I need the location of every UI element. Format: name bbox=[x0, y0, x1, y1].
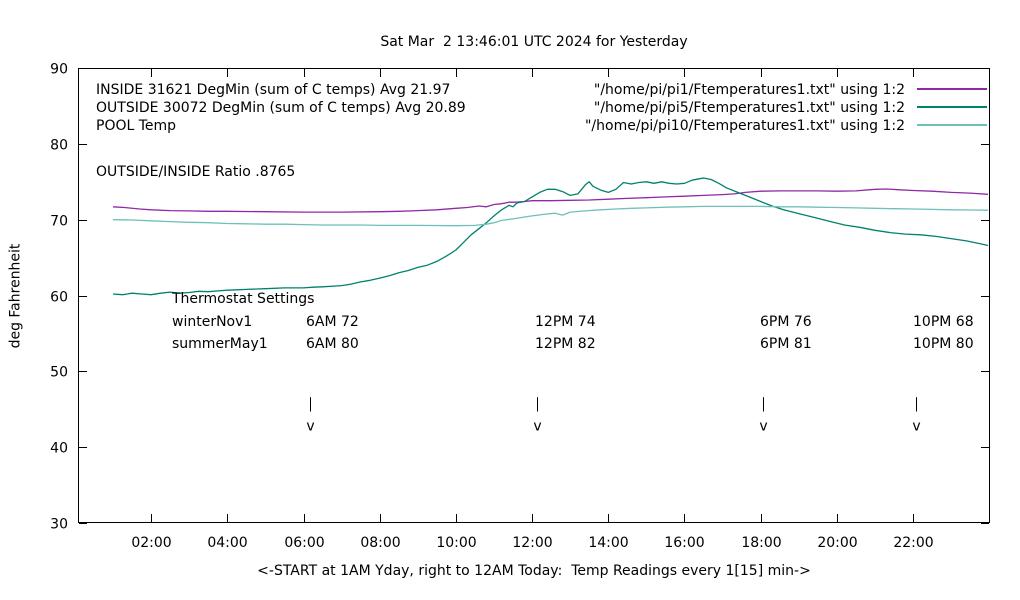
x-tick-label: 14:00 bbox=[588, 535, 628, 551]
time-marker-arrowhead: v bbox=[912, 418, 920, 434]
thermostat-row-name: summerMay1 bbox=[172, 336, 268, 352]
x-tick-label: 04:00 bbox=[207, 535, 247, 551]
x-tick-label: 18:00 bbox=[741, 535, 781, 551]
x-tick-label: 02:00 bbox=[131, 535, 171, 551]
y-tick-label: 50 bbox=[50, 365, 68, 381]
thermostat-setting: 12PM 82 bbox=[535, 336, 596, 352]
legend-file-outside: "/home/pi/pi5/Ftemperatures1.txt" using … bbox=[593, 100, 905, 116]
thermostat-setting: 6PM 76 bbox=[760, 314, 812, 330]
x-tick-label: 10:00 bbox=[436, 535, 476, 551]
legend-label-inside: INSIDE 31621 DegMin (sum of C temps) Avg… bbox=[96, 82, 451, 98]
outside-inside-ratio-label: OUTSIDE/INSIDE Ratio .8765 bbox=[96, 164, 296, 180]
thermostat-setting: 12PM 74 bbox=[535, 314, 596, 330]
thermostat-setting: 10PM 80 bbox=[913, 336, 974, 352]
time-marker-arrowhead: v bbox=[306, 418, 314, 434]
x-tick-label: 20:00 bbox=[817, 535, 857, 551]
chart-title: Sat Mar 2 13:46:01 UTC 2024 for Yesterda… bbox=[380, 34, 688, 50]
thermostat-setting: 6PM 81 bbox=[760, 336, 812, 352]
legend-line-sample-inside bbox=[917, 88, 987, 90]
legend-line-sample-pool bbox=[917, 124, 987, 126]
thermostat-setting: 10PM 68 bbox=[913, 314, 974, 330]
legend-label-pool: POOL Temp bbox=[96, 118, 177, 134]
y-tick-label: 40 bbox=[50, 441, 68, 457]
x-axis-label: <-START at 1AM Yday, right to 12AM Today… bbox=[257, 563, 811, 579]
x-tick-label: 12:00 bbox=[512, 535, 552, 551]
legend-file-inside: "/home/pi/pi1/Ftemperatures1.txt" using … bbox=[593, 82, 905, 98]
time-marker-arrowhead: v bbox=[533, 418, 541, 434]
y-tick-label: 60 bbox=[50, 290, 68, 306]
x-tick-label: 16:00 bbox=[664, 535, 704, 551]
x-tick-label: 22:00 bbox=[893, 535, 933, 551]
legend-line-sample-outside bbox=[917, 106, 987, 108]
y-tick-label: 90 bbox=[50, 62, 68, 78]
legend-file-pool: "/home/pi/pi10/Ftemperatures1.txt" using… bbox=[584, 118, 905, 134]
series-line-outside bbox=[112, 177, 989, 296]
x-tick-label: 08:00 bbox=[360, 535, 400, 551]
y-tick-label: 70 bbox=[50, 214, 68, 230]
thermostat-row-name: winterNov1 bbox=[172, 314, 253, 330]
series-line-pool bbox=[112, 205, 989, 227]
legend-label-outside: OUTSIDE 30072 DegMin (sum of C temps) Av… bbox=[96, 100, 466, 116]
thermostat-setting: 6AM 72 bbox=[306, 314, 359, 330]
thermostat-settings-heading: Thermostat Settings bbox=[172, 291, 315, 307]
y-tick-label: 80 bbox=[50, 138, 68, 154]
y-tick-label: 30 bbox=[50, 517, 68, 533]
series-line-inside bbox=[112, 188, 989, 213]
time-marker-arrowhead: v bbox=[759, 418, 767, 434]
x-tick-label: 06:00 bbox=[284, 535, 324, 551]
thermostat-setting: 6AM 80 bbox=[306, 336, 359, 352]
plot-border bbox=[78, 68, 990, 523]
